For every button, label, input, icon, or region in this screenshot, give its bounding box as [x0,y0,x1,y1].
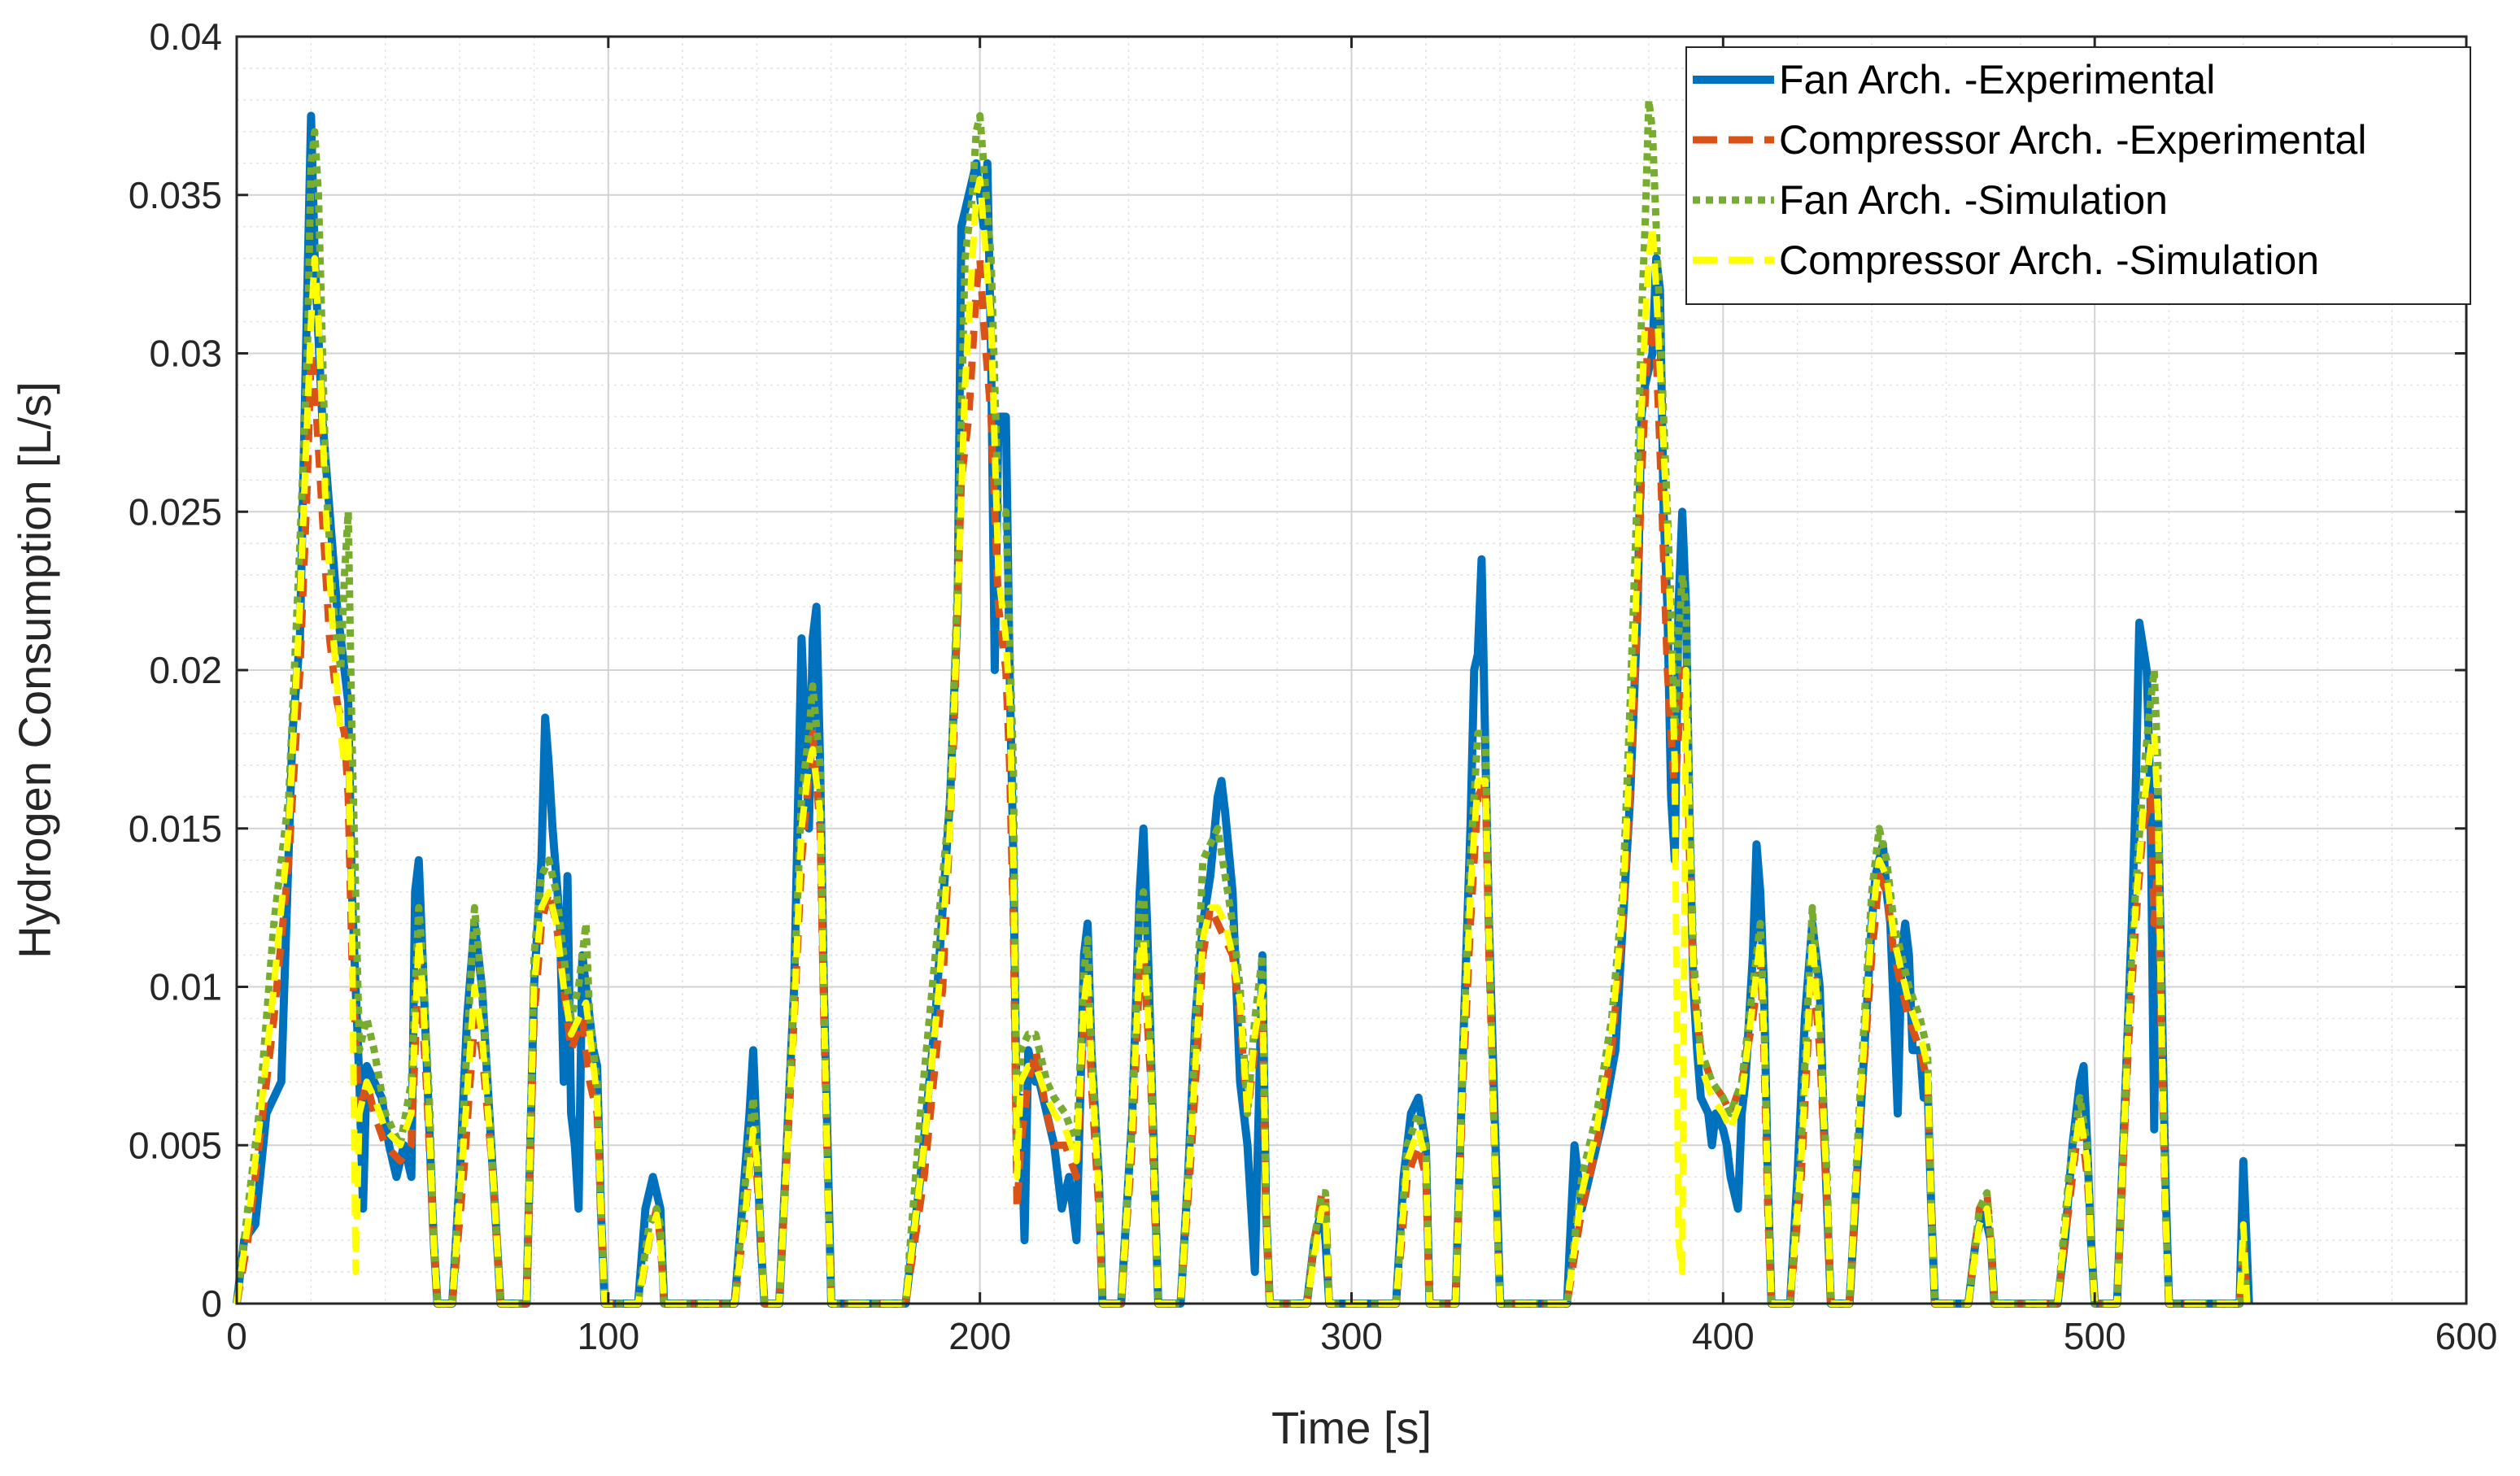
y-tick-label: 0.04 [149,15,222,58]
legend-label: Fan Arch. -Simulation [1779,177,2168,223]
legend: Fan Arch. -Experimental Compressor Arch. … [1685,46,2471,305]
legend-box [1685,46,2471,305]
series-line-2 [233,96,2251,1308]
y-tick-label: 0.03 [149,333,222,375]
series-line-3 [233,176,2251,1307]
y-tick-label: 0.005 [129,1124,222,1166]
y-tick-label: 0.015 [129,808,222,850]
series-line-0 [233,111,2253,1308]
y-tick-label: 0.01 [149,966,222,1008]
axis-ticks: 0 100 200 300 400 500 600 0 0.005 0.01 0.015 0.02 0.… [129,15,2498,1357]
x-tick-label: 0 [226,1315,247,1357]
legend-label: Compressor Arch. -Simulation [1779,237,2319,283]
x-tick-label: 600 [2435,1315,2498,1357]
y-tick-label: 0.035 [129,174,222,216]
x-tick-label: 400 [1692,1315,1755,1357]
y-tick-label: 0.02 [149,649,222,691]
y-tick-label: 0 [201,1282,222,1325]
x-tick-label: 500 [2064,1315,2126,1357]
y-tick-label: 0.025 [129,490,222,533]
x-tick-label: 100 [577,1315,639,1357]
series-layer [233,96,2253,1308]
x-tick-label: 300 [1320,1315,1383,1357]
y-axis-label: Hydrogen Consumption [L/s] [9,381,60,959]
legend-label: Fan Arch. -Experimental [1779,57,2215,102]
x-tick-label: 200 [948,1315,1011,1357]
x-axis-label: Time [s] [1271,1402,1432,1453]
legend-label: Compressor Arch. -Experimental [1779,117,2366,163]
